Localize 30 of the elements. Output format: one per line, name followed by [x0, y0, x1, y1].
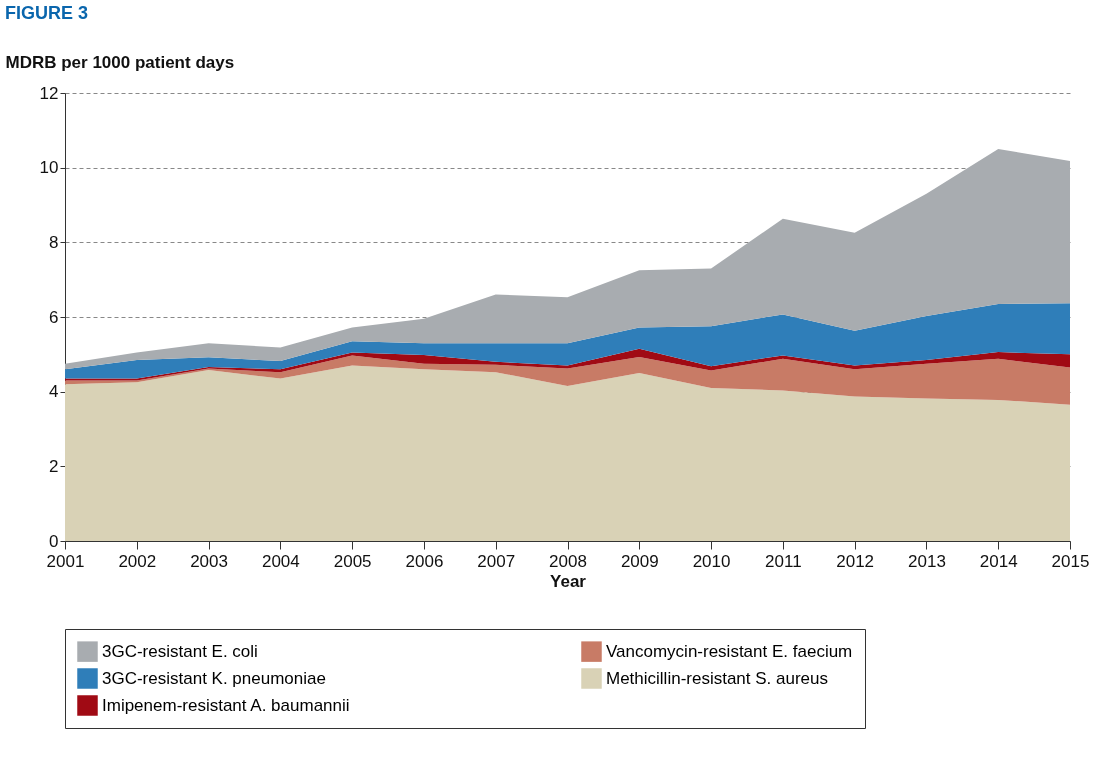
- legend-label: Imipenem-resistant A. baumannii: [102, 695, 350, 715]
- x-tick-label: 2009: [620, 551, 659, 571]
- x-tick-label: 2012: [836, 551, 875, 571]
- y-tick-label: 4: [49, 382, 59, 402]
- x-tick-label: 2004: [261, 551, 300, 571]
- y-tick-label: 8: [49, 232, 59, 252]
- x-tick-label: 2015: [1051, 551, 1090, 571]
- x-tick-label: 2002: [118, 551, 157, 571]
- legend-label: 3GC-resistant K. pneumoniae: [102, 668, 326, 688]
- legend-label: Vancomycin-resistant E. faecium: [606, 641, 853, 661]
- legend-label: 3GC-resistant E. coli: [102, 641, 258, 661]
- x-tick-label: 2007: [477, 551, 516, 571]
- y-tick-label: 12: [39, 83, 59, 103]
- x-axis-title: Year: [550, 571, 587, 591]
- y-tick-label: 6: [49, 307, 59, 327]
- x-tick-label: 2010: [692, 551, 731, 571]
- x-tick-label: 2008: [549, 551, 587, 571]
- x-tick-label: 2006: [405, 551, 444, 571]
- y-tick-label: 0: [49, 531, 59, 551]
- x-tick-label: 2011: [765, 551, 802, 571]
- x-tick-label: 2014: [979, 551, 1018, 571]
- x-tick-label: 2005: [333, 551, 372, 571]
- x-tick-label: 2003: [190, 551, 228, 571]
- legend-label: Methicillin-resistant S. aureus: [606, 668, 829, 688]
- y-tick-label: 2: [49, 456, 59, 476]
- chart-title: FIGURE 3: [5, 3, 89, 23]
- y-axis-title: MDRB per 1000 patient days: [5, 52, 235, 72]
- x-tick-label: 2001: [46, 551, 85, 571]
- x-tick-label: 2013: [908, 551, 946, 571]
- y-tick-label: 10: [39, 158, 59, 178]
